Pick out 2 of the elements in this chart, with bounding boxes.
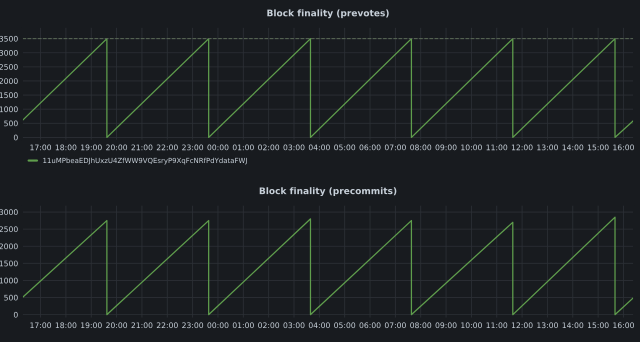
chart-title: Block finality (prevotes) (267, 9, 389, 18)
chart-title: Block finality (precommits) (260, 187, 396, 196)
